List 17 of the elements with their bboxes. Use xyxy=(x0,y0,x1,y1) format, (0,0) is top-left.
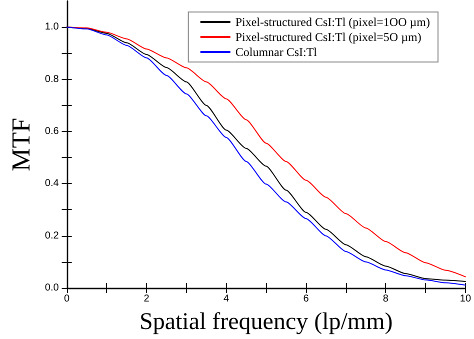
legend-label: Columnar CsI:Tl xyxy=(235,45,318,59)
y-tick-label: 0.0 xyxy=(44,282,60,294)
y-axis-title: MTF xyxy=(6,118,36,172)
legend-label: Pixel-structured CsI:Tl (pixel=5O µm) xyxy=(235,30,422,44)
x-tick-label: 4 xyxy=(223,294,230,304)
x-tick-label: 10 xyxy=(460,294,472,304)
legend-label: Pixel-structured CsI:Tl (pixel=1OO µm) xyxy=(235,15,430,29)
y-tick-label: 1.0 xyxy=(44,22,60,33)
x-tick-label: 6 xyxy=(303,294,310,304)
x-tick-label: 2 xyxy=(144,294,150,304)
x-tick-label: 0 xyxy=(64,294,70,304)
x-tick-label: 8 xyxy=(382,294,389,304)
y-tick-label: 0.4 xyxy=(44,178,60,190)
x-axis-title: Spatial frequency (lp/mm) xyxy=(139,309,393,335)
y-tick-label: 0.2 xyxy=(44,230,60,242)
y-tick-label: 0.6 xyxy=(44,126,60,137)
y-tick-label: 0.8 xyxy=(44,74,60,85)
